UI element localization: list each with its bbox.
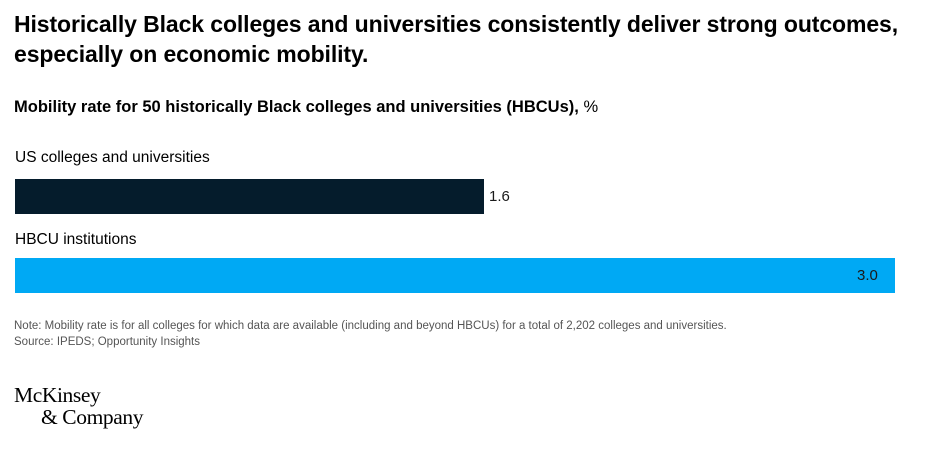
note-text: Note: Mobility rate is for all colleges … (14, 320, 727, 332)
value-label: 3.0 (857, 267, 878, 284)
unit-label: % (583, 98, 599, 116)
source-text: Source: IPEDS; Opportunity Insights (14, 336, 201, 348)
category-label: US colleges and universities (15, 149, 210, 166)
value-label: 1.6 (489, 188, 510, 205)
category-label: HBCU institutions (15, 231, 137, 248)
chart-title: Mobility rate for 50 historically Black … (14, 98, 579, 116)
mckinsey-logo: McKinsey & Company (14, 383, 144, 429)
bar (15, 179, 484, 214)
logo-line-1: McKinsey (14, 383, 101, 407)
logo-line-2: & Company (41, 405, 144, 429)
footnote: Note: Mobility rate is for all colleges … (14, 318, 727, 350)
chart-subtitle: Mobility rate for 50 historically Black … (14, 96, 598, 118)
chart-headline: Historically Black colleges and universi… (14, 11, 898, 67)
bar (15, 258, 895, 293)
